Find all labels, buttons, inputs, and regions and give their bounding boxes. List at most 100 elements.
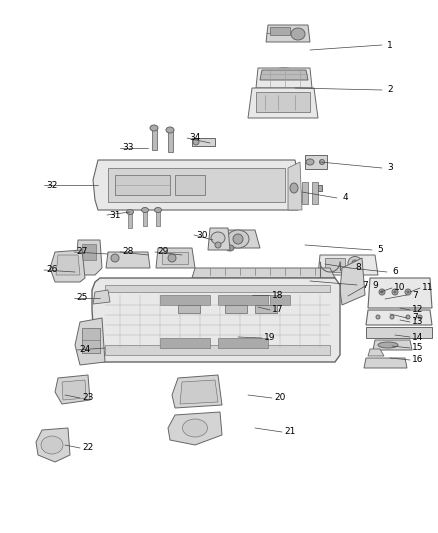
Polygon shape bbox=[368, 349, 384, 356]
Polygon shape bbox=[364, 358, 407, 368]
Ellipse shape bbox=[127, 209, 134, 214]
Text: 4: 4 bbox=[342, 193, 348, 203]
Polygon shape bbox=[366, 327, 432, 338]
Ellipse shape bbox=[183, 419, 208, 437]
Bar bbox=[178, 305, 200, 313]
Text: 7: 7 bbox=[362, 280, 368, 289]
Text: 27: 27 bbox=[76, 247, 88, 256]
Text: 11: 11 bbox=[422, 284, 434, 293]
Text: 23: 23 bbox=[82, 393, 94, 402]
Ellipse shape bbox=[227, 230, 249, 248]
Text: 7: 7 bbox=[412, 313, 418, 322]
Text: 2: 2 bbox=[387, 85, 393, 94]
Bar bbox=[143, 210, 147, 226]
Text: 3: 3 bbox=[387, 164, 393, 173]
Polygon shape bbox=[50, 250, 85, 282]
Polygon shape bbox=[55, 375, 90, 404]
Polygon shape bbox=[108, 168, 285, 202]
Polygon shape bbox=[340, 258, 365, 305]
Polygon shape bbox=[256, 92, 310, 112]
Polygon shape bbox=[92, 278, 340, 362]
Polygon shape bbox=[208, 228, 230, 250]
Ellipse shape bbox=[141, 207, 148, 213]
Ellipse shape bbox=[407, 291, 409, 293]
Ellipse shape bbox=[168, 254, 176, 262]
Text: 26: 26 bbox=[46, 265, 58, 274]
Bar bbox=[152, 128, 157, 150]
Text: 32: 32 bbox=[46, 181, 58, 190]
Bar bbox=[128, 212, 132, 228]
Polygon shape bbox=[105, 345, 330, 355]
Polygon shape bbox=[162, 252, 188, 264]
Bar bbox=[175, 175, 205, 195]
Polygon shape bbox=[192, 138, 215, 146]
Text: 8: 8 bbox=[355, 263, 361, 272]
Polygon shape bbox=[266, 25, 310, 42]
Ellipse shape bbox=[348, 256, 362, 270]
Text: 25: 25 bbox=[76, 294, 88, 303]
Text: 13: 13 bbox=[412, 318, 424, 327]
Polygon shape bbox=[62, 380, 86, 400]
Ellipse shape bbox=[394, 291, 396, 293]
Bar bbox=[168, 130, 173, 152]
Polygon shape bbox=[82, 244, 96, 260]
Bar bbox=[305, 155, 327, 169]
Text: 6: 6 bbox=[392, 268, 398, 277]
Ellipse shape bbox=[290, 183, 298, 193]
Ellipse shape bbox=[406, 315, 410, 319]
Polygon shape bbox=[93, 290, 110, 304]
Bar bbox=[302, 182, 308, 204]
Text: 22: 22 bbox=[82, 443, 94, 453]
Ellipse shape bbox=[378, 342, 398, 348]
Polygon shape bbox=[248, 88, 318, 118]
Ellipse shape bbox=[155, 207, 162, 213]
Ellipse shape bbox=[111, 254, 119, 262]
Polygon shape bbox=[156, 248, 195, 268]
Ellipse shape bbox=[211, 232, 225, 244]
Ellipse shape bbox=[379, 289, 385, 295]
Text: 1: 1 bbox=[387, 41, 393, 50]
Ellipse shape bbox=[291, 28, 305, 40]
Ellipse shape bbox=[319, 159, 325, 165]
Text: 17: 17 bbox=[272, 305, 284, 314]
Bar bbox=[82, 328, 100, 353]
Polygon shape bbox=[192, 268, 335, 278]
Text: 20: 20 bbox=[274, 393, 286, 402]
Text: 18: 18 bbox=[272, 290, 284, 300]
Ellipse shape bbox=[352, 260, 358, 266]
Polygon shape bbox=[220, 230, 260, 248]
Ellipse shape bbox=[390, 315, 394, 319]
Bar bbox=[270, 295, 290, 305]
Ellipse shape bbox=[41, 436, 63, 454]
Polygon shape bbox=[172, 375, 222, 408]
Bar bbox=[325, 258, 345, 272]
Text: 31: 31 bbox=[109, 211, 121, 220]
Bar bbox=[156, 210, 160, 226]
Polygon shape bbox=[368, 278, 432, 308]
Polygon shape bbox=[260, 70, 308, 80]
Text: 24: 24 bbox=[79, 345, 91, 354]
Text: 30: 30 bbox=[196, 230, 208, 239]
Polygon shape bbox=[168, 412, 222, 445]
Ellipse shape bbox=[166, 127, 174, 133]
Polygon shape bbox=[288, 162, 302, 210]
Ellipse shape bbox=[392, 289, 398, 295]
Text: 33: 33 bbox=[122, 143, 134, 152]
Polygon shape bbox=[180, 380, 218, 404]
Ellipse shape bbox=[193, 139, 199, 145]
Text: 16: 16 bbox=[412, 356, 424, 365]
Polygon shape bbox=[318, 255, 378, 275]
Text: 29: 29 bbox=[157, 247, 169, 256]
Bar bbox=[255, 305, 277, 313]
Bar bbox=[160, 295, 210, 305]
Text: 7: 7 bbox=[412, 290, 418, 300]
Polygon shape bbox=[373, 340, 412, 350]
Text: 21: 21 bbox=[284, 427, 296, 437]
Ellipse shape bbox=[306, 159, 314, 165]
Polygon shape bbox=[270, 27, 290, 35]
Text: 15: 15 bbox=[412, 343, 424, 352]
Bar bbox=[218, 338, 268, 348]
Ellipse shape bbox=[376, 315, 380, 319]
Text: 5: 5 bbox=[377, 246, 383, 254]
Text: 19: 19 bbox=[264, 334, 276, 343]
